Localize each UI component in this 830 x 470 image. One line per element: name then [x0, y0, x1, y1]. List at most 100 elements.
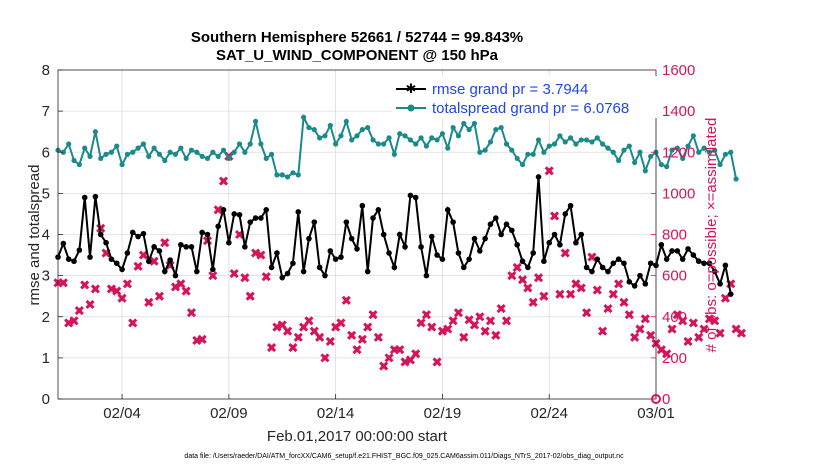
totalspread-point — [632, 159, 638, 166]
y-tick-label: 7 — [42, 103, 50, 120]
obs-assimilated-point — [208, 271, 218, 281]
y2-tick-label: 1400 — [662, 103, 695, 120]
rmse-point — [65, 256, 72, 262]
totalspread-point — [381, 141, 387, 147]
obs-assimilated-point — [443, 324, 453, 334]
x-axis: 02/04 02/09 02/14 02/19 02/24 03/01 — [103, 394, 675, 422]
rmse-point — [274, 250, 280, 256]
rmse-point — [412, 194, 419, 201]
x-tick-label: 02/24 — [530, 405, 568, 422]
rmse-point — [375, 207, 382, 213]
totalspread-point — [503, 141, 510, 147]
rmse-point — [151, 244, 157, 250]
rmse-point — [306, 235, 312, 242]
rmse-point — [316, 264, 323, 271]
totalspread-point — [284, 174, 291, 180]
obs-assimilated-point — [587, 252, 597, 262]
totalspread-point — [268, 151, 275, 157]
obs-assimilated-point — [501, 316, 512, 326]
y2-tick-label: 1600 — [662, 62, 695, 79]
obs-assimilated-point — [592, 285, 602, 295]
y2-tick-label: 800 — [662, 227, 687, 244]
y-axis-left-label: rmse and totalspread — [26, 165, 43, 306]
obs-assimilated-point — [325, 336, 335, 346]
x-tick-label: 02/04 — [103, 405, 141, 422]
rmse-point — [129, 229, 136, 236]
totalspread-point — [434, 137, 440, 143]
y2-tick-label: 400 — [662, 309, 687, 326]
totalspread-point — [669, 147, 675, 153]
totalspread-point — [509, 147, 515, 153]
totalspread-point — [140, 141, 147, 147]
rmse-point — [231, 211, 237, 217]
totalspread-point — [578, 137, 584, 143]
totalspread-point — [215, 153, 221, 159]
obs-assimilated-point — [720, 293, 730, 303]
rmse-point — [567, 202, 574, 209]
rmse-point — [119, 266, 125, 273]
totalspread-point — [450, 124, 456, 131]
obs-assimilated-point — [715, 328, 725, 338]
obs-assimilated-point — [528, 297, 538, 307]
rmse-point — [455, 250, 462, 256]
obs-assimilated-point — [80, 280, 90, 290]
obs-assimilated-point — [336, 318, 346, 328]
rmse-point — [487, 221, 494, 228]
rmse-point — [295, 209, 302, 215]
rmse-point — [92, 193, 99, 200]
totalspread-point — [210, 149, 216, 155]
totalspread-point — [194, 149, 200, 155]
rmse-point — [444, 207, 451, 213]
totalspread-point — [226, 155, 232, 162]
totalspread-point — [546, 143, 552, 149]
x-tick-label: 03/01 — [637, 405, 675, 422]
totalspread-point — [162, 157, 168, 164]
totalspread-point — [87, 153, 93, 159]
rmse-point — [284, 270, 291, 277]
obs-assimilated-point — [176, 279, 186, 289]
rmse-point — [380, 231, 387, 238]
chart-subtitle: SAT_U_WIND_COMPONENT @ 150 hPa — [216, 47, 499, 64]
rmse-point — [605, 268, 611, 275]
totalspread-point — [482, 147, 488, 153]
obs-assimilated-point — [736, 328, 746, 338]
obs-assimilated-point — [250, 248, 261, 258]
totalspread-point — [98, 155, 104, 162]
rmse-point — [589, 268, 595, 275]
totalspread-point — [722, 151, 729, 157]
rmse-point — [103, 239, 109, 246]
y2-tick-label: 0 — [662, 391, 670, 408]
rmse-point — [610, 260, 617, 267]
rmse-point — [204, 231, 211, 238]
totalspread-point — [567, 135, 574, 141]
obs-assimilated-point — [363, 322, 373, 332]
totalspread-point — [562, 139, 568, 145]
obs-assimilated-point — [58, 278, 68, 288]
obs-assimilated-point — [240, 273, 250, 283]
totalspread-point — [712, 147, 718, 153]
totalspread-point — [60, 149, 66, 155]
totalspread-point — [167, 149, 173, 155]
rmse-point — [220, 207, 227, 213]
totalspread-point — [322, 133, 328, 139]
y-axis-right: 0 200 400 600 800 1000 1200 1400 1600 — [651, 62, 695, 408]
totalspread-point — [124, 151, 131, 157]
rmse-point — [188, 244, 195, 250]
totalspread-point — [498, 124, 504, 131]
totalspread-point — [706, 149, 712, 155]
obs-assimilated-point — [213, 205, 223, 215]
rmse-point — [135, 233, 141, 240]
rmse-point — [247, 219, 254, 225]
totalspread-point — [252, 118, 259, 125]
totalspread-point — [642, 168, 648, 174]
rmse-point — [573, 239, 579, 246]
obs-assimilated-point — [448, 316, 458, 326]
obs-assimilated-point — [566, 289, 576, 299]
rmse-point — [503, 221, 510, 228]
rmse-point — [348, 235, 355, 242]
obs-assimilated-point — [576, 283, 586, 293]
rmse-point — [71, 258, 77, 265]
obs-assimilated-point — [646, 330, 656, 340]
totalspread-point — [466, 127, 472, 133]
rmse-point — [706, 260, 713, 267]
